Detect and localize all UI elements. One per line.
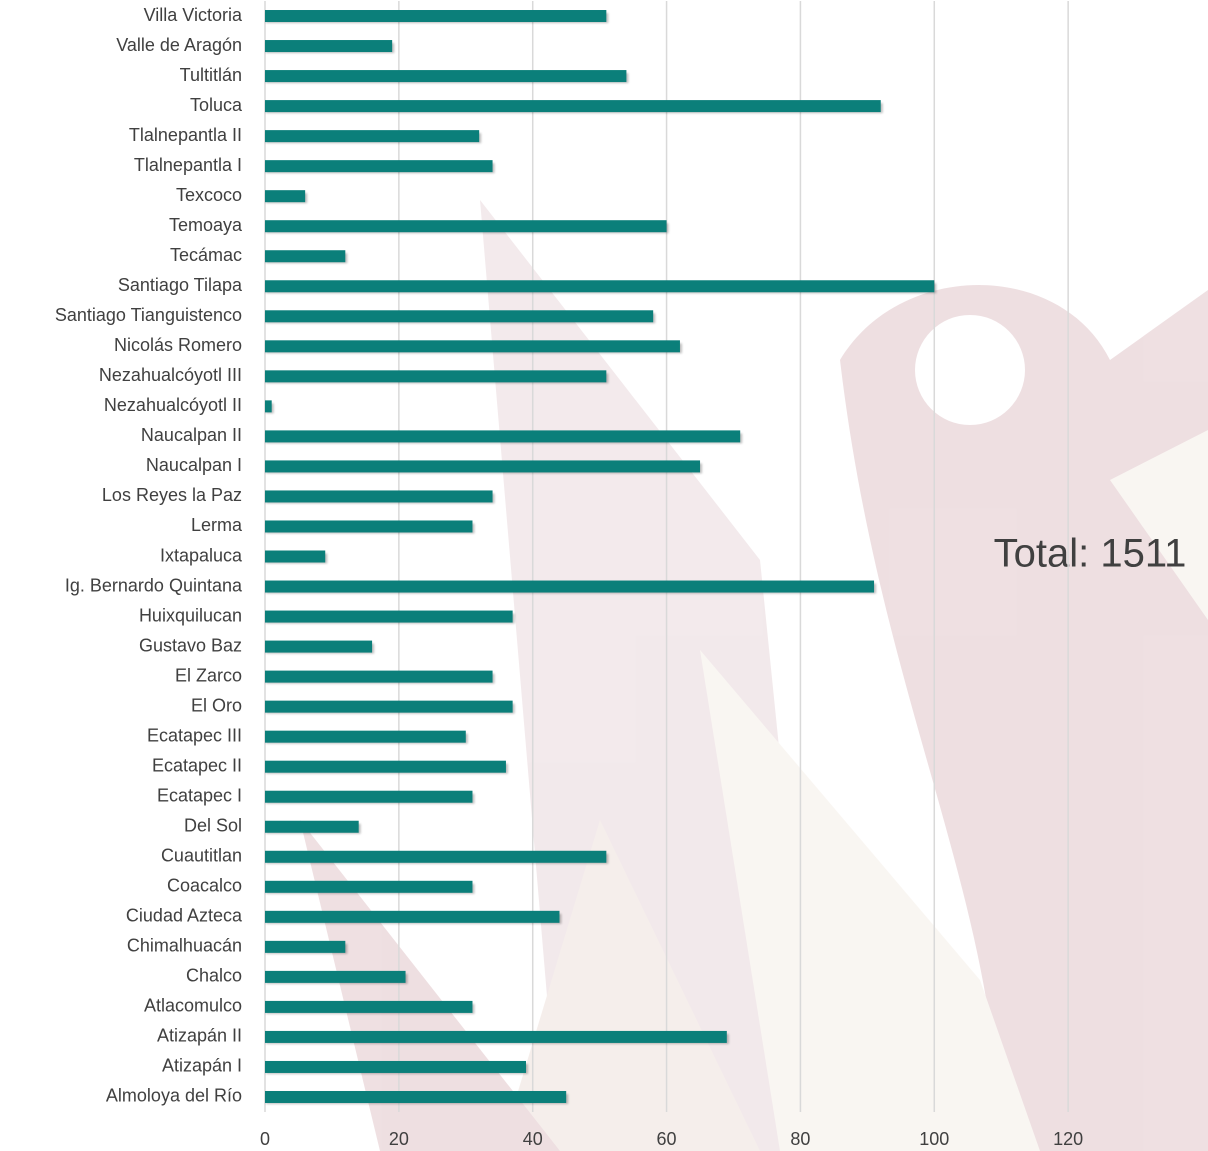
- y-tick-label: Ecatapec II: [152, 755, 242, 775]
- y-tick-label: Temoaya: [169, 215, 243, 235]
- bar: [265, 790, 473, 803]
- y-tick-label: Santiago Tianguistenco: [55, 305, 242, 325]
- bar: [265, 10, 607, 23]
- bar: [265, 370, 607, 383]
- bar: [265, 1030, 727, 1043]
- bar: [265, 100, 881, 113]
- bar: [265, 820, 359, 833]
- y-tick-label: Texcoco: [176, 185, 242, 205]
- y-tick-label: Almoloya del Río: [106, 1086, 242, 1106]
- annotation: Total: 1511: [994, 532, 1187, 576]
- y-tick-label: Tlalnepantla II: [129, 125, 242, 145]
- bar: [265, 400, 272, 413]
- x-tick-label: 60: [657, 1129, 677, 1149]
- y-tick-label: Cuautitlan: [161, 846, 242, 866]
- y-tick-label: Villa Victoria: [144, 5, 243, 25]
- y-tick-label: Coacalco: [167, 876, 242, 896]
- x-tick-label: 0: [260, 1129, 270, 1149]
- x-tick-label: 100: [919, 1129, 949, 1149]
- y-tick-label: Naucalpan II: [141, 425, 242, 445]
- bar: [265, 220, 667, 233]
- bar: [265, 670, 493, 683]
- x-tick-label: 120: [1053, 1129, 1083, 1149]
- bar: [265, 580, 875, 593]
- bar: [265, 430, 741, 443]
- bar: [265, 70, 627, 83]
- bar: [265, 550, 326, 563]
- bar: [265, 910, 560, 923]
- bar: [265, 460, 701, 473]
- bar: [265, 520, 473, 533]
- y-tick-label: Ecatapec III: [147, 725, 242, 745]
- y-tick-label: Toluca: [190, 95, 243, 115]
- y-tick-label: Ecatapec I: [157, 785, 242, 805]
- y-tick-label: Chimalhuacán: [127, 936, 242, 956]
- y-tick-label: Tultitlán: [180, 65, 242, 85]
- y-tick-label: Huixquilucan: [139, 605, 242, 625]
- y-tick-label: Chalco: [186, 966, 242, 986]
- bar: [265, 340, 680, 353]
- bar: [265, 880, 473, 893]
- bar: [265, 490, 493, 503]
- bar: [265, 850, 607, 863]
- bar: [265, 160, 493, 173]
- y-tick-label: Los Reyes la Paz: [102, 485, 242, 505]
- bar: [265, 250, 346, 263]
- x-tick-label: 20: [389, 1129, 409, 1149]
- y-tick-label: Nicolás Romero: [114, 335, 242, 355]
- bar: [265, 610, 513, 623]
- y-tick-label: Ig. Bernardo Quintana: [65, 575, 243, 595]
- bar: [265, 940, 346, 953]
- y-tick-label: Del Sol: [184, 815, 242, 835]
- bar: [265, 1060, 527, 1073]
- y-tick-label: Tecámac: [170, 245, 242, 265]
- bar: [265, 760, 506, 773]
- bar: [265, 1000, 473, 1013]
- y-tick-label: Santiago Tilapa: [118, 275, 243, 295]
- y-tick-label: Atlacomulco: [144, 996, 242, 1016]
- y-tick-label: Atizapán I: [162, 1056, 242, 1076]
- y-tick-label: Tlalnepantla I: [134, 155, 242, 175]
- y-tick-label: Naucalpan I: [146, 455, 242, 475]
- y-tick-label: Gustavo Baz: [139, 635, 242, 655]
- y-tick-label: Nezahualcóyotl II: [104, 395, 242, 415]
- bar: [265, 280, 935, 293]
- bar: [265, 130, 480, 143]
- bar: [265, 640, 373, 653]
- y-tick-label: El Zarco: [175, 665, 242, 685]
- bar: [265, 40, 393, 53]
- bar: [265, 730, 466, 743]
- y-tick-label: Atizapán II: [157, 1026, 242, 1046]
- bar: [265, 190, 306, 203]
- y-tick-label: Lerma: [191, 515, 243, 535]
- bar: [265, 700, 513, 713]
- y-tick-label: Nezahualcóyotl III: [99, 365, 242, 385]
- y-tick-label: Ciudad Azteca: [126, 906, 243, 926]
- bar: [265, 310, 654, 323]
- y-tick-label: El Oro: [191, 695, 242, 715]
- x-tick-label: 80: [790, 1129, 810, 1149]
- y-tick-label: Valle de Aragón: [116, 35, 242, 55]
- bar: [265, 1090, 567, 1103]
- y-tick-label: Ixtapaluca: [160, 545, 243, 565]
- x-tick-label: 40: [523, 1129, 543, 1149]
- bar: [265, 970, 406, 983]
